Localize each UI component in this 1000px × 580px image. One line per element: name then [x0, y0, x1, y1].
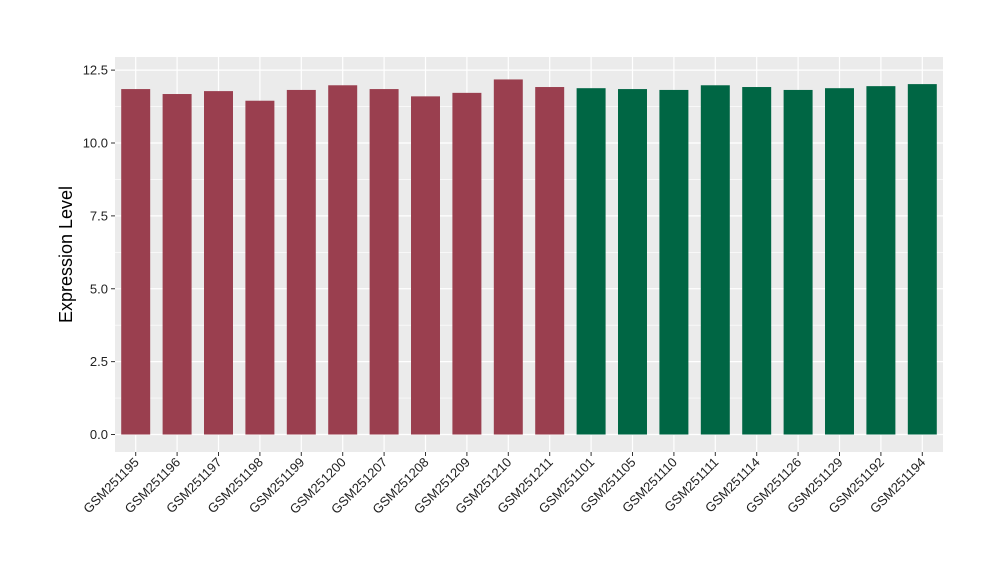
bar-gsm251195 [121, 89, 151, 435]
y-tick-label: 0.0 [90, 427, 108, 442]
bar-gsm251198 [245, 100, 275, 435]
y-axis-title: Expression Level [56, 186, 76, 323]
bar-gsm251111 [700, 85, 730, 435]
bar-gsm251110 [659, 89, 689, 435]
y-tick-label: 12.5 [83, 63, 108, 78]
x-axis: GSM251195GSM251196GSM251197GSM251198GSM2… [80, 452, 928, 517]
y-tick-label: 2.5 [90, 354, 108, 369]
y-tick-label: 5.0 [90, 281, 108, 296]
bar-gsm251105 [618, 89, 647, 435]
bar-gsm251207 [369, 89, 399, 435]
y-axis: 0.0 2.5 5.0 7.5 10.0 12.5 [83, 63, 115, 442]
bars [121, 79, 937, 435]
bar-gsm251209 [452, 92, 482, 435]
y-tick-label: 10.0 [83, 135, 108, 150]
bar-gsm251101 [576, 88, 606, 435]
bar-gsm251208 [411, 96, 440, 435]
bar-gsm251192 [866, 86, 896, 435]
bar-gsm251126 [783, 89, 813, 435]
bar-gsm251199 [286, 89, 316, 435]
bar-gsm251114 [742, 87, 772, 435]
bar-gsm251194 [907, 84, 937, 435]
bar-gsm251200 [328, 85, 358, 435]
plot-panel [115, 57, 943, 452]
y-tick-label: 7.5 [90, 208, 108, 223]
bar-gsm251129 [825, 88, 854, 435]
bar-gsm251196 [162, 94, 192, 435]
bar-gsm251210 [493, 79, 523, 435]
bar-gsm251197 [204, 91, 233, 435]
bar-gsm251211 [535, 87, 565, 435]
